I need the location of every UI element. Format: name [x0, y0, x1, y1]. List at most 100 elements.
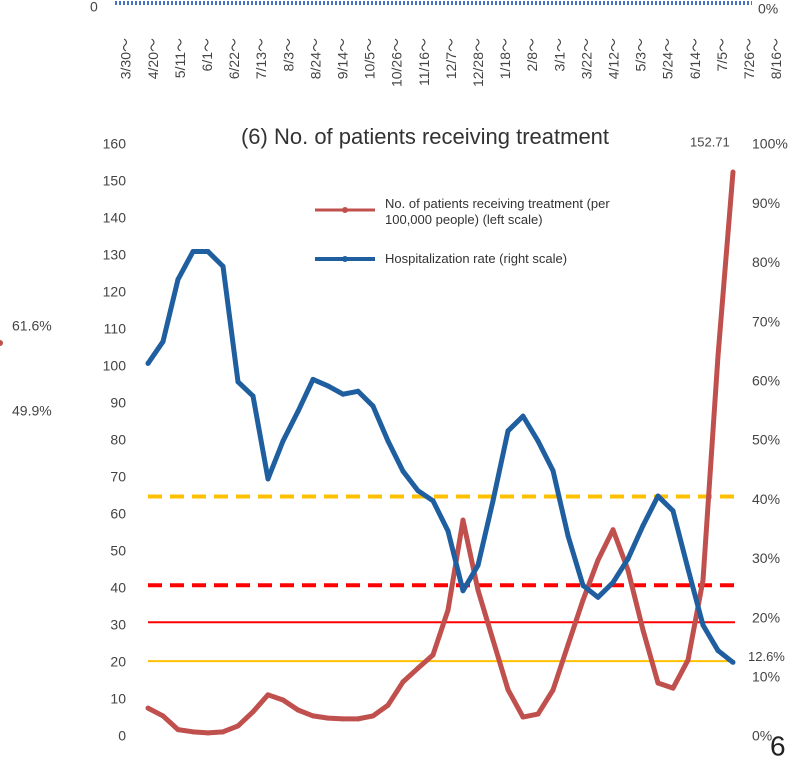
y-tick-label: 10 [110, 691, 126, 707]
data-point [715, 353, 721, 359]
x-tick-label: 3/1～ [551, 38, 567, 71]
y-tick-label: 90 [110, 395, 126, 411]
x-tick-label: 12/7～ [443, 38, 459, 79]
x-tick-label: 1/18～ [497, 38, 513, 79]
x-tick-label: 7/5～ [714, 38, 730, 71]
data-point [430, 498, 436, 504]
x-tick-label: 10/26～ [389, 38, 405, 87]
data-point [670, 685, 676, 691]
data-point [640, 627, 646, 633]
x-tick-label: 4/12～ [606, 38, 622, 79]
data-point [310, 376, 316, 382]
data-point [595, 557, 601, 563]
data-point [310, 713, 316, 719]
side-marker [0, 340, 3, 346]
data-point [415, 665, 421, 671]
x-tick-label: 6/14～ [687, 38, 703, 79]
x-tick-label: 2/8～ [524, 38, 540, 71]
x-tick-label: 7/13～ [253, 38, 269, 79]
y-tick-label: 0 [118, 728, 126, 744]
data-point [490, 498, 496, 504]
data-point [670, 508, 676, 514]
data-point [400, 679, 406, 685]
data-point [220, 263, 226, 269]
data-point [190, 249, 196, 255]
x-tick-label: 7/26～ [741, 38, 757, 79]
series-line [146, 171, 736, 736]
legend-label: No. of patients receiving treatment (per… [385, 196, 610, 227]
data-point [460, 588, 466, 594]
data-point [490, 637, 496, 643]
data-point [520, 714, 526, 720]
data-point [700, 622, 706, 628]
data-point [640, 523, 646, 529]
side-label: 49.9% [12, 403, 52, 419]
data-point [235, 723, 241, 729]
y-tick-label: 70 [110, 469, 126, 485]
data-point [175, 276, 181, 282]
data-point [655, 493, 661, 499]
data-point [145, 705, 151, 711]
data-label: 12.6% [748, 649, 785, 664]
legend-marker [342, 256, 348, 262]
data-point [355, 716, 361, 722]
data-point [340, 716, 346, 722]
x-tick-label: 12/28～ [470, 38, 486, 87]
data-point [235, 379, 241, 385]
data-point [295, 707, 301, 713]
y2-tick-label: 40% [752, 491, 780, 507]
y-tick-label: 0 [90, 0, 98, 15]
y2-tick-label: 20% [752, 609, 780, 625]
x-tick-label: 6/22～ [226, 38, 242, 79]
data-point [265, 476, 271, 482]
x-tick-label: 4/20～ [145, 38, 161, 79]
series-line [145, 249, 735, 665]
data-point [715, 648, 721, 654]
data-point [460, 517, 466, 523]
data-point [280, 697, 286, 703]
x-tick-label: 5/3～ [633, 38, 649, 71]
data-point [475, 587, 481, 593]
data-point [370, 713, 376, 719]
y-tick-label: 160 [103, 136, 127, 152]
y2-tick-label: 70% [752, 313, 780, 329]
data-point [595, 594, 601, 600]
x-tick-label: 3/22～ [578, 38, 594, 79]
data-point [550, 468, 556, 474]
data-point [580, 597, 586, 603]
data-point [295, 408, 301, 414]
x-tick-label: 10/5～ [362, 38, 378, 79]
legend-marker [342, 207, 348, 213]
data-point [325, 715, 331, 721]
data-point [505, 428, 511, 434]
data-point [160, 339, 166, 345]
data-point [655, 680, 661, 686]
data-point [550, 687, 556, 693]
data-point [610, 579, 616, 585]
x-tick-label: 3/30～ [118, 38, 134, 79]
y2-tick-label: 30% [752, 550, 780, 566]
data-point [685, 657, 691, 663]
y-tick-label: 120 [103, 284, 127, 300]
data-point [280, 438, 286, 444]
data-point [385, 438, 391, 444]
data-point [250, 393, 256, 399]
data-point [580, 582, 586, 588]
y-tick-label: 130 [103, 247, 127, 263]
x-tick-label: 8/16～ [768, 38, 784, 79]
y2-tick-label: 0% [758, 1, 778, 17]
y-tick-label: 40 [110, 580, 126, 596]
y-tick-label: 20 [110, 654, 126, 670]
y-tick-label: 100 [103, 358, 127, 374]
data-point [445, 607, 451, 613]
data-label: 152.71 [690, 134, 730, 149]
legend-label: Hospitalization rate (right scale) [385, 251, 568, 266]
data-point [535, 438, 541, 444]
data-point [535, 711, 541, 717]
data-point [730, 169, 736, 175]
data-point [205, 730, 211, 736]
y2-tick-label: 10% [752, 669, 780, 685]
side-label: 61.6% [12, 318, 52, 334]
data-point [610, 527, 616, 533]
x-tick-label: 5/24～ [660, 38, 676, 79]
